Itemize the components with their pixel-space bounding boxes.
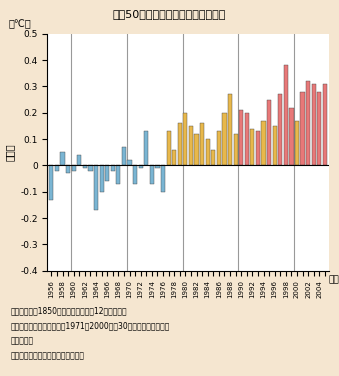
Bar: [273, 126, 277, 165]
Text: 出典：気象庁データより環境省作成: 出典：気象庁データより環境省作成: [10, 352, 84, 361]
Bar: [155, 165, 160, 168]
Y-axis label: 平年差: 平年差: [4, 144, 15, 161]
Bar: [83, 165, 87, 168]
Bar: [245, 113, 249, 165]
Bar: [234, 134, 238, 165]
Bar: [172, 150, 176, 165]
Bar: [111, 165, 115, 171]
Bar: [317, 92, 321, 165]
Bar: [105, 165, 109, 181]
Bar: [205, 139, 210, 165]
Bar: [189, 126, 193, 165]
Bar: [55, 165, 59, 171]
Text: （年）: （年）: [329, 276, 339, 285]
Bar: [261, 121, 265, 165]
Bar: [72, 165, 76, 171]
Bar: [150, 165, 154, 184]
Bar: [239, 110, 243, 165]
Bar: [284, 65, 288, 165]
Bar: [295, 121, 299, 165]
Text: 過去50年の世界の年平均気温平年差: 過去50年の世界の年平均気温平年差: [113, 9, 226, 20]
Bar: [66, 165, 70, 173]
Bar: [200, 123, 204, 165]
Bar: [133, 165, 137, 184]
Bar: [289, 108, 294, 165]
Text: 示す。: 示す。: [10, 337, 33, 346]
Bar: [195, 134, 199, 165]
Bar: [139, 165, 143, 168]
Bar: [312, 84, 316, 165]
Bar: [100, 165, 104, 192]
Bar: [256, 131, 260, 165]
Text: ２　平年差は、平年値（1971～2000年の30年平均）からの差を: ２ 平年差は、平年値（1971～2000年の30年平均）からの差を: [10, 321, 169, 331]
Bar: [278, 94, 282, 165]
Bar: [60, 152, 65, 165]
Bar: [300, 92, 305, 165]
Text: 注１　赤は、1850年以降最も温暖な12年を示す。: 注１ 赤は、1850年以降最も温暖な12年を示す。: [10, 306, 127, 315]
Bar: [88, 165, 93, 171]
Bar: [222, 113, 226, 165]
Bar: [178, 123, 182, 165]
Bar: [94, 165, 98, 210]
Bar: [144, 131, 148, 165]
Bar: [166, 131, 171, 165]
Bar: [228, 94, 232, 165]
Bar: [49, 165, 54, 200]
Bar: [116, 165, 120, 184]
Bar: [127, 160, 132, 165]
Bar: [211, 150, 215, 165]
Bar: [250, 129, 255, 165]
Bar: [122, 147, 126, 165]
Text: （℃）: （℃）: [8, 19, 31, 29]
Bar: [161, 165, 165, 192]
Bar: [183, 113, 187, 165]
Bar: [306, 81, 310, 165]
Bar: [77, 155, 81, 165]
Bar: [267, 100, 271, 165]
Bar: [217, 131, 221, 165]
Bar: [323, 84, 327, 165]
